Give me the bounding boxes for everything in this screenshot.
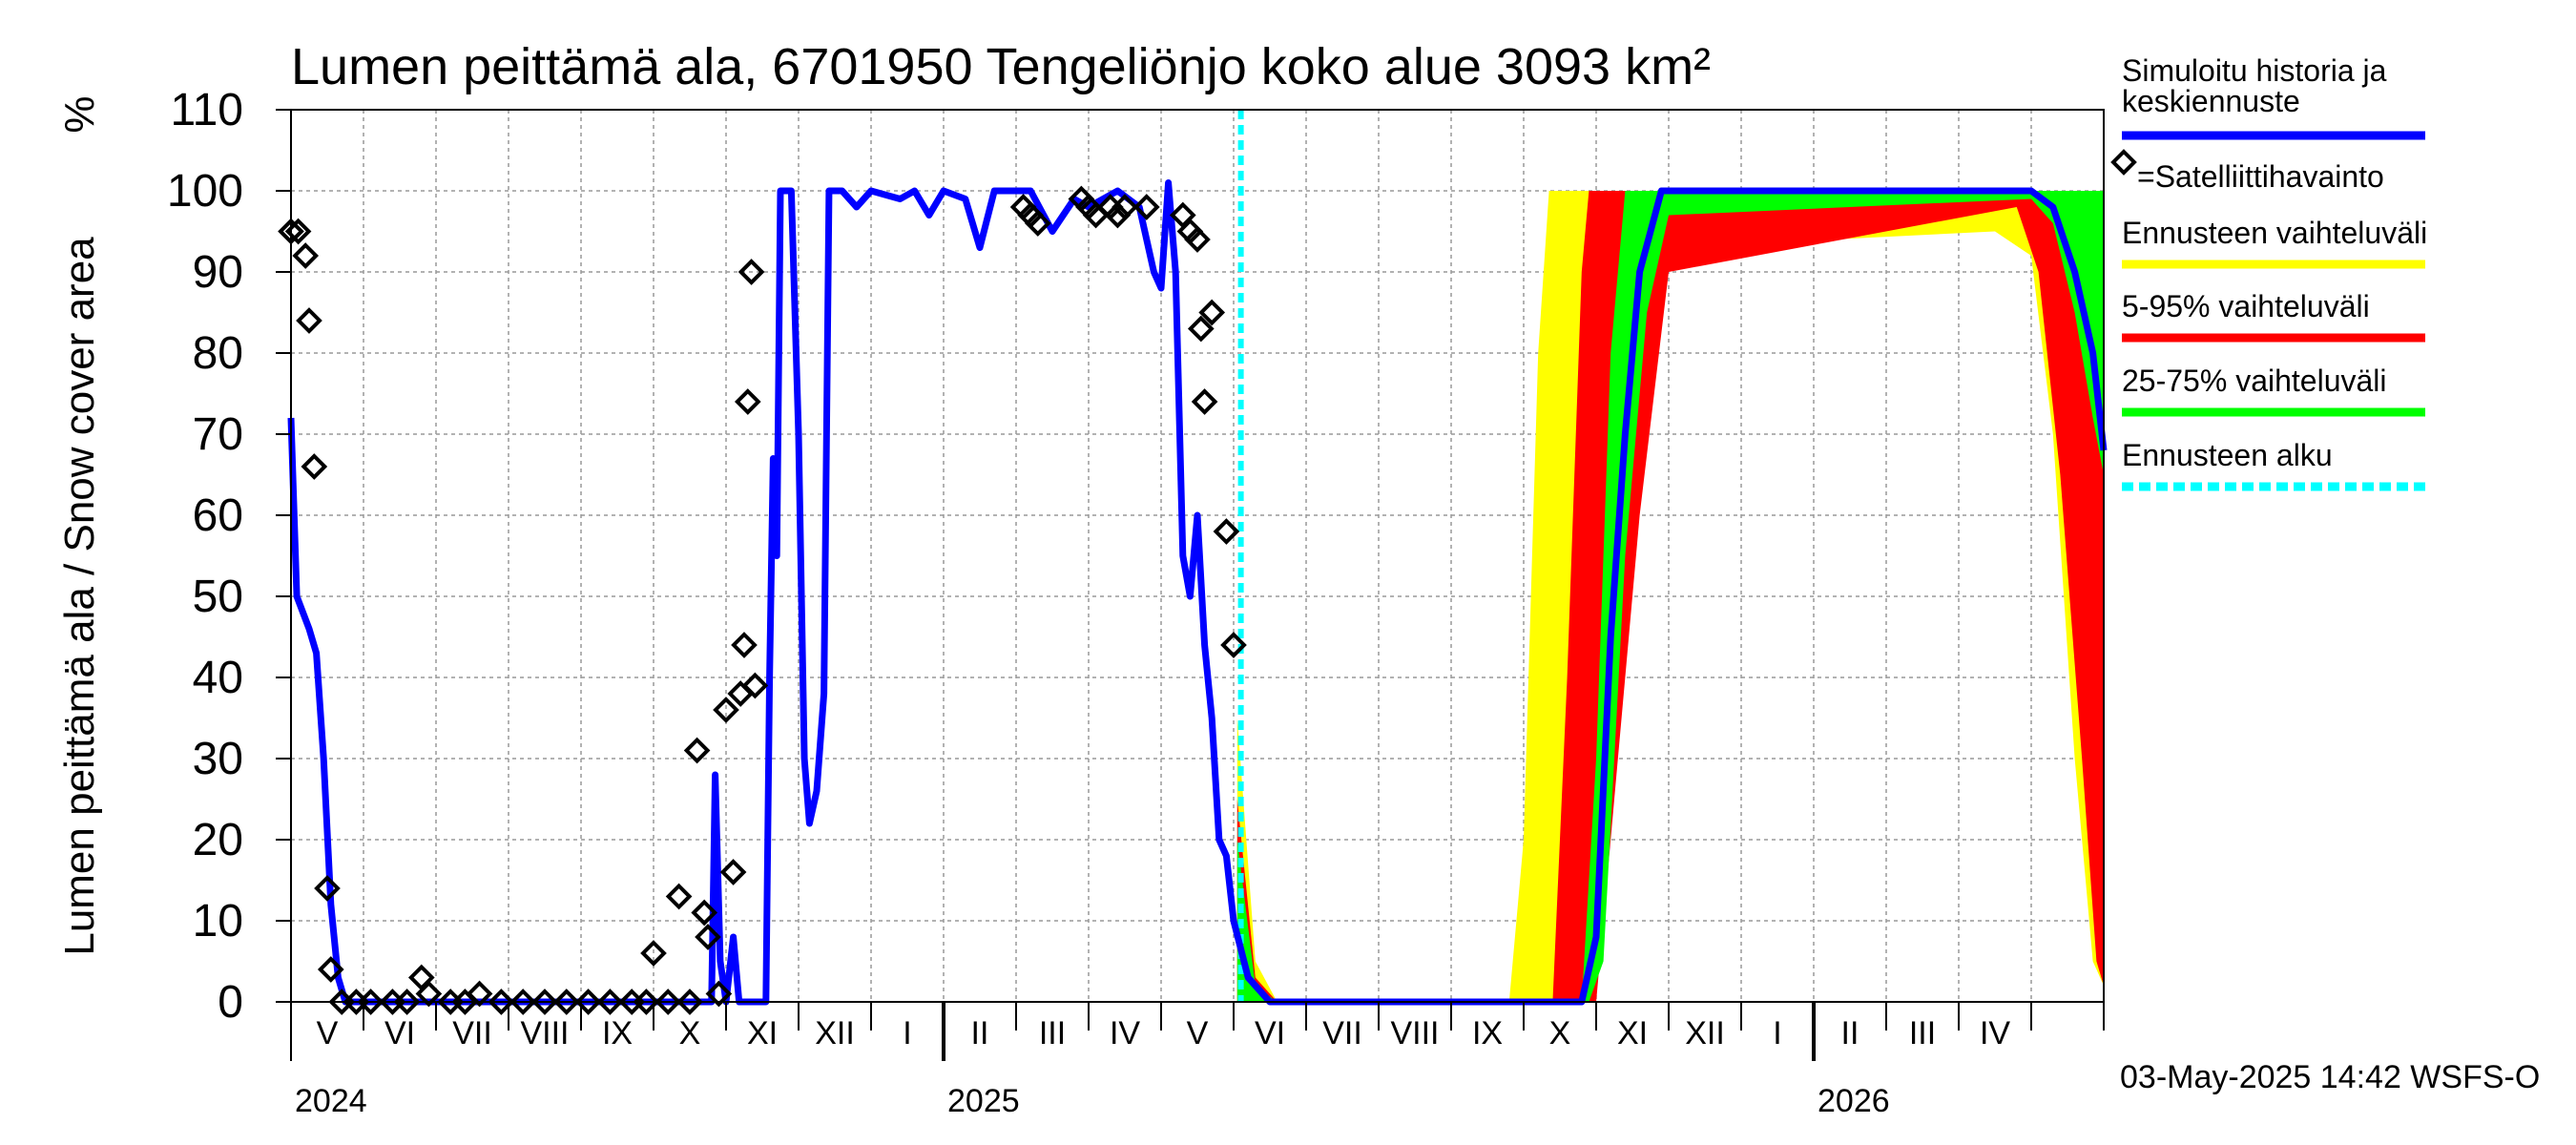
satellite-point bbox=[1111, 194, 1138, 220]
satellite-point bbox=[633, 989, 660, 1015]
y-axis-label: Lumen peittämä ala / Snow cover area bbox=[56, 237, 103, 956]
month-label: VII bbox=[452, 1015, 492, 1051]
y-tick-label: 100 bbox=[167, 166, 243, 217]
satellite-point bbox=[552, 989, 580, 1015]
legend-label: =Satelliittihavainto bbox=[2137, 159, 2384, 194]
satellite-point bbox=[683, 737, 711, 764]
satellite-point bbox=[301, 453, 328, 480]
month-label: XII bbox=[1685, 1015, 1725, 1051]
satellite-point bbox=[713, 697, 739, 723]
satellite-point bbox=[531, 989, 558, 1015]
month-label: VI bbox=[1255, 1015, 1285, 1051]
satellite-points bbox=[278, 185, 1247, 1015]
month-label: XI bbox=[747, 1015, 778, 1051]
satellite-point bbox=[734, 388, 761, 415]
satellite-point bbox=[741, 672, 769, 699]
month-label: IV bbox=[1980, 1015, 2010, 1051]
satellite-point bbox=[488, 989, 515, 1015]
month-label: I bbox=[903, 1015, 911, 1051]
year-label: 2025 bbox=[947, 1083, 1020, 1119]
month-label: IX bbox=[602, 1015, 633, 1051]
month-label: II bbox=[1841, 1015, 1859, 1051]
satellite-point bbox=[393, 989, 421, 1015]
y-tick-label: 60 bbox=[193, 490, 243, 541]
satellite-point bbox=[574, 989, 602, 1015]
month-label: VIII bbox=[520, 1015, 569, 1051]
month-label: X bbox=[1549, 1015, 1571, 1051]
legend-label: 5-95% vaihteluväli bbox=[2122, 289, 2370, 323]
legend-label: Ennusteen vaihteluväli bbox=[2122, 216, 2427, 250]
year-label: 2026 bbox=[1818, 1083, 1890, 1119]
month-label: V bbox=[317, 1015, 339, 1051]
satellite-point bbox=[1220, 632, 1247, 658]
month-label: III bbox=[1909, 1015, 1936, 1051]
month-label: I bbox=[1773, 1015, 1781, 1051]
series-layer bbox=[287, 110, 2108, 1006]
y-axis-unit: % bbox=[56, 95, 103, 133]
satellite-point bbox=[719, 859, 747, 885]
chart-title: Lumen peittämä ala, 6701950 Tengeliönjo … bbox=[291, 38, 1711, 95]
plot-frame bbox=[290, 109, 2105, 1003]
month-label: II bbox=[971, 1015, 989, 1051]
y-tick-label: 20 bbox=[193, 815, 243, 865]
satellite-point bbox=[357, 989, 384, 1015]
satellite-point bbox=[737, 259, 765, 285]
satellite-point bbox=[1191, 388, 1218, 415]
satellite-point bbox=[665, 883, 693, 910]
satellite-point bbox=[317, 956, 344, 983]
y-tick-label: 30 bbox=[193, 734, 243, 784]
satellite-point bbox=[1213, 518, 1240, 545]
legend-label: keskiennuste bbox=[2122, 84, 2300, 118]
satellite-point bbox=[1187, 315, 1215, 343]
satellite-point bbox=[292, 242, 320, 269]
satellite-point bbox=[695, 924, 721, 950]
year-label: 2024 bbox=[295, 1083, 367, 1119]
satellite-point bbox=[466, 980, 493, 1008]
satellite-point bbox=[1104, 201, 1132, 229]
month-label: III bbox=[1039, 1015, 1066, 1051]
month-label: XII bbox=[815, 1015, 855, 1051]
y-tick-label: 10 bbox=[193, 896, 243, 947]
satellite-point bbox=[1198, 299, 1226, 326]
y-tick-label: 80 bbox=[193, 328, 243, 379]
month-label: V bbox=[1187, 1015, 1209, 1051]
y-tick-label: 50 bbox=[193, 572, 243, 622]
timestamp: 03-May-2025 14:42 WSFS-O bbox=[2120, 1059, 2540, 1095]
month-label: XI bbox=[1617, 1015, 1648, 1051]
y-tick-label: 70 bbox=[193, 409, 243, 460]
legend-diamond bbox=[2110, 149, 2137, 176]
satellite-point bbox=[509, 989, 537, 1015]
satellite-point bbox=[731, 632, 758, 658]
satellite-point bbox=[676, 989, 703, 1015]
y-tick-label: 0 bbox=[218, 977, 243, 1028]
month-label: IV bbox=[1110, 1015, 1140, 1051]
satellite-point bbox=[1024, 210, 1051, 237]
y-tick-label: 110 bbox=[170, 85, 243, 135]
satellite-point bbox=[640, 940, 667, 967]
month-label: IX bbox=[1472, 1015, 1503, 1051]
satellite-point bbox=[314, 875, 341, 902]
legend-label: Simuloitu historia ja bbox=[2122, 53, 2387, 88]
satellite-point bbox=[596, 989, 624, 1015]
satellite-point bbox=[1184, 226, 1211, 253]
legend-label: 25-75% vaihteluväli bbox=[2122, 364, 2387, 398]
month-label: X bbox=[679, 1015, 701, 1051]
month-label: VI bbox=[384, 1015, 415, 1051]
satellite-point bbox=[654, 989, 682, 1015]
satellite-point bbox=[1132, 194, 1160, 220]
y-tick-label: 40 bbox=[193, 653, 243, 703]
satellite-point bbox=[705, 980, 733, 1008]
satellite-point bbox=[691, 899, 718, 926]
satellite-point bbox=[296, 307, 322, 334]
series-line-0 bbox=[287, 179, 2108, 1006]
month-label: VII bbox=[1322, 1015, 1362, 1051]
y-tick-label: 90 bbox=[193, 247, 243, 298]
legend-label: Ennusteen alku bbox=[2122, 438, 2333, 472]
month-label: VIII bbox=[1390, 1015, 1439, 1051]
satellite-point bbox=[415, 980, 443, 1008]
